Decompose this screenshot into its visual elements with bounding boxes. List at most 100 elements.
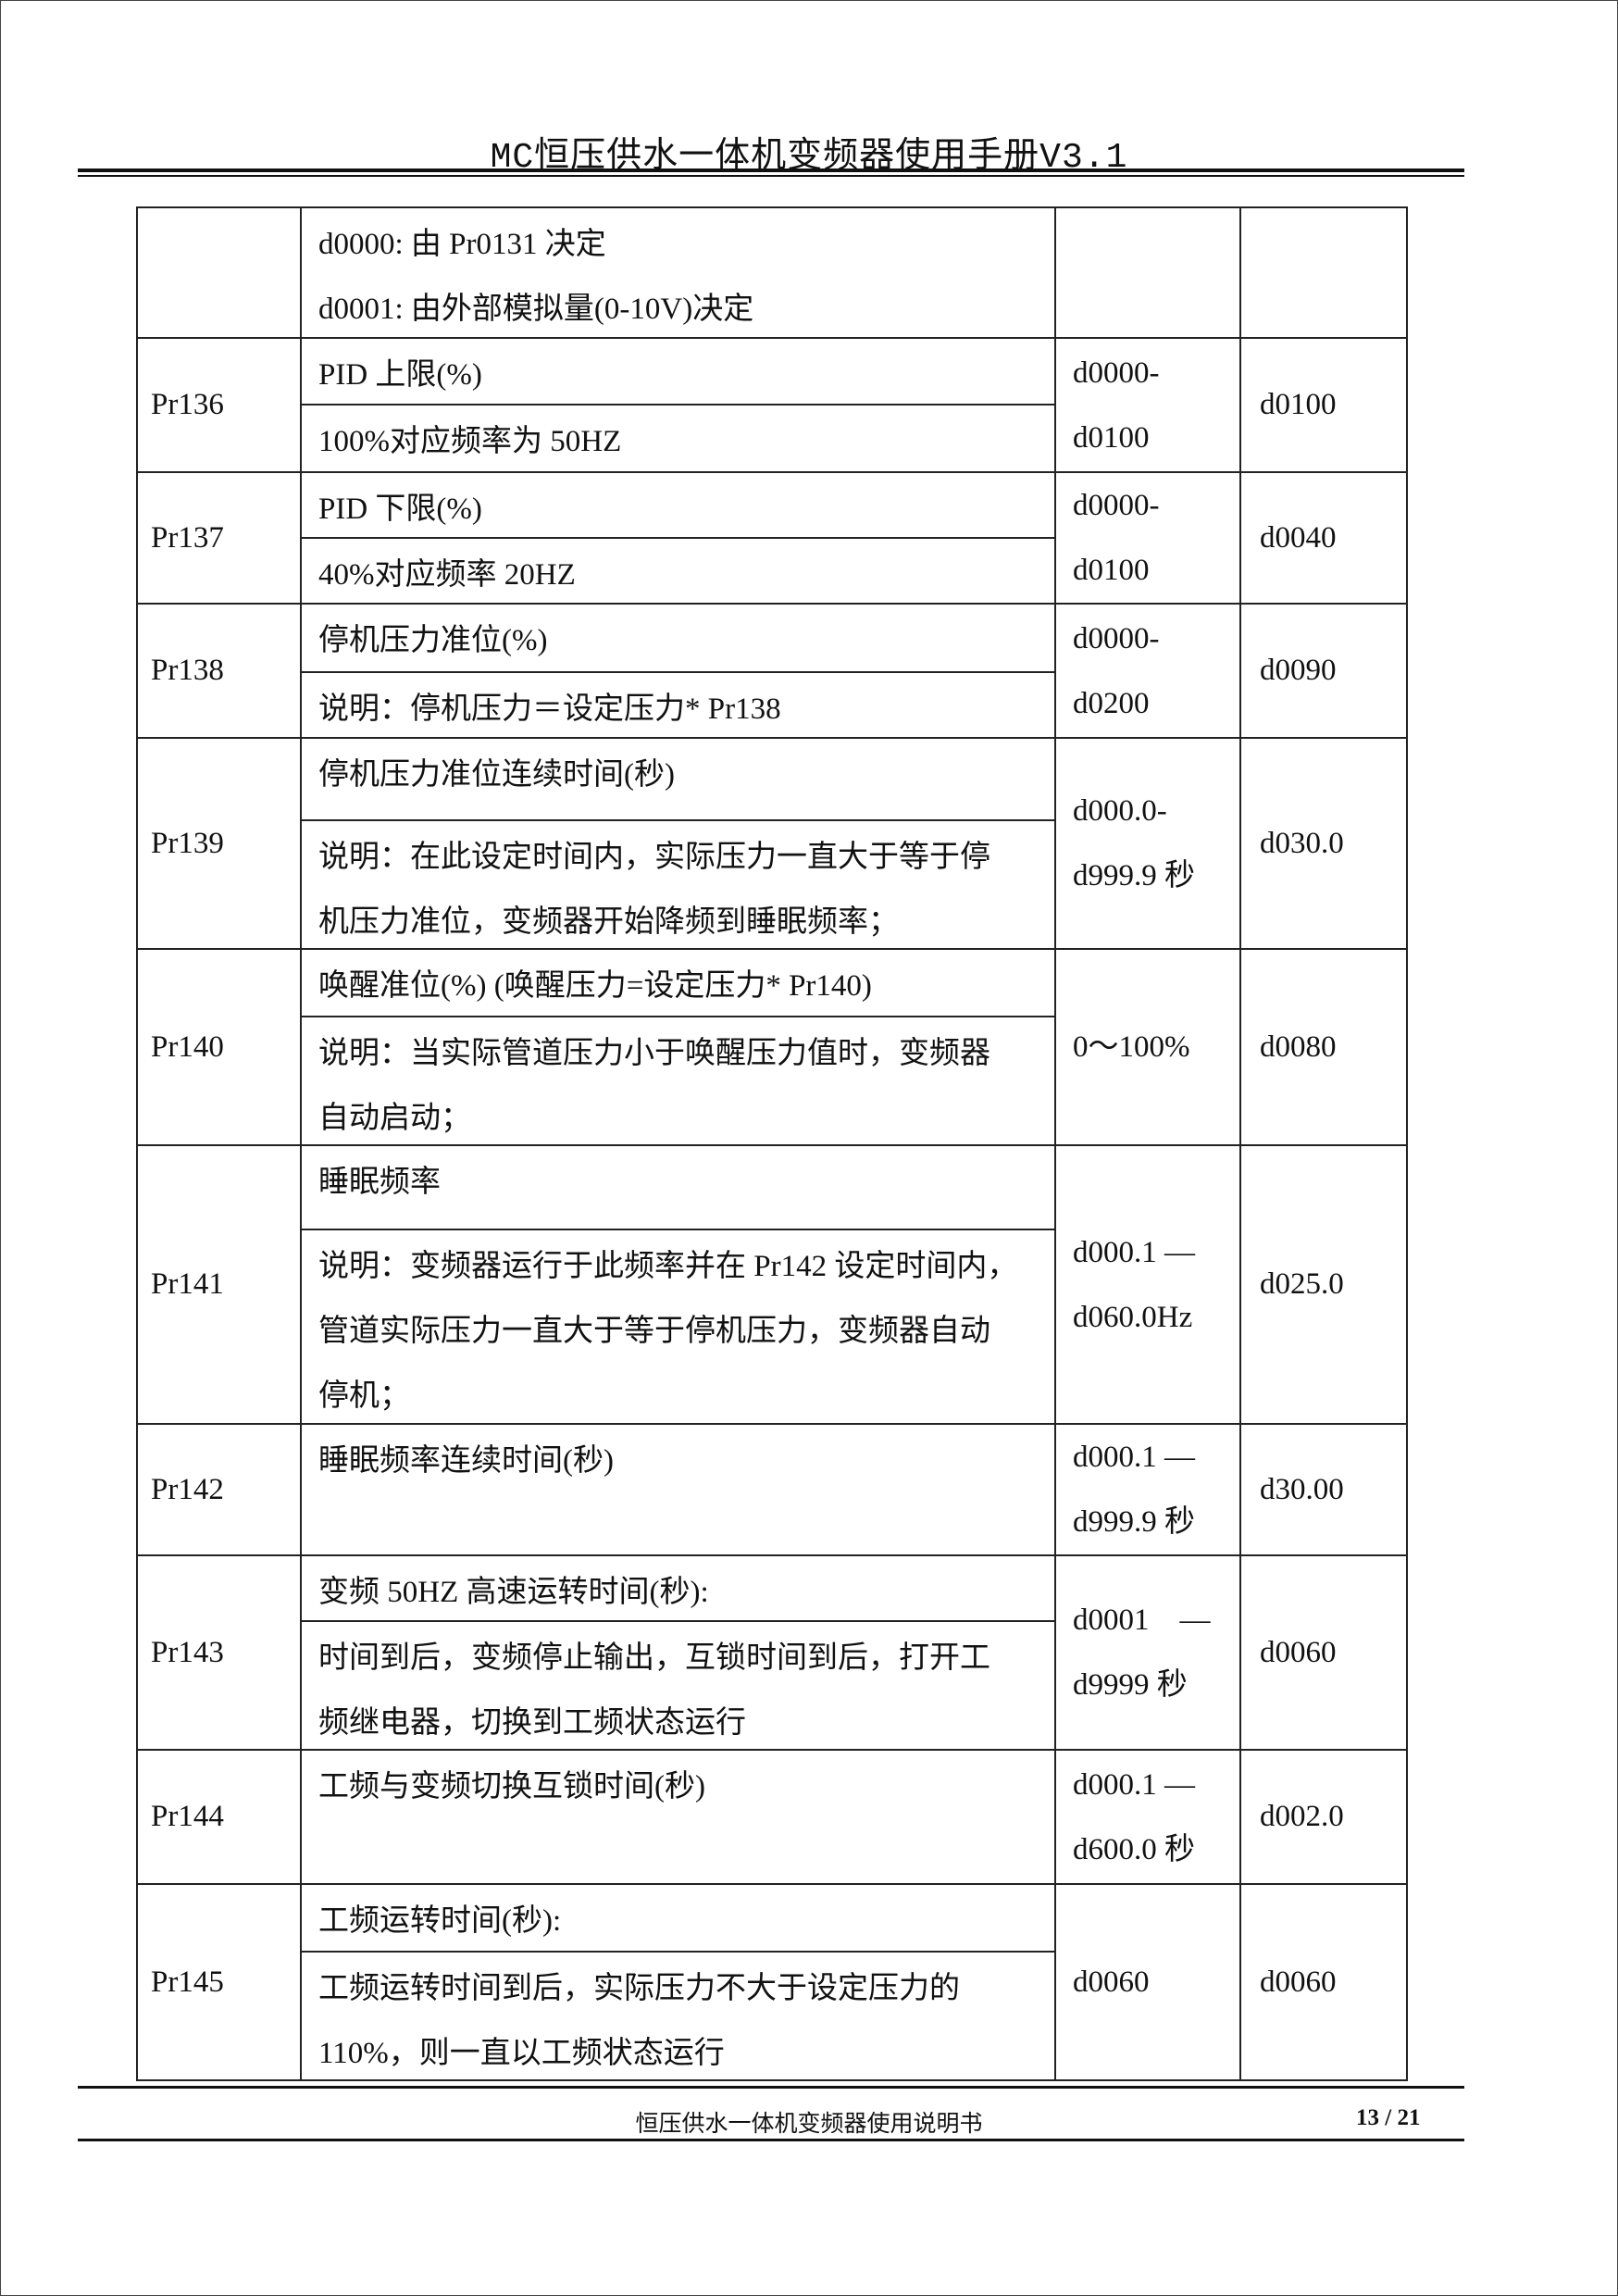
param-code: Pr144	[136, 1749, 302, 1885]
description-line: d0000: 由 Pr0131 决定	[318, 228, 606, 261]
param-range: d000.1 — d999.9 秒	[1054, 1423, 1241, 1556]
param-range: 0～100%	[1054, 948, 1241, 1146]
description-line: 工频与变频切换互锁时间(秒)	[318, 1770, 705, 1803]
param-description: 工频与变频切换互锁时间(秒)	[300, 1749, 1056, 1885]
footer-rule-bottom	[78, 2139, 1464, 2141]
param-description: 睡眠频率连续时间(秒)	[300, 1423, 1056, 1556]
description-line: d0001: 由外部模拟量(0-10V)决定	[318, 293, 754, 326]
description-section: 工频运转时间到后，实际压力不大于设定压力的 110%，则一直以工频状态运行	[302, 1951, 1054, 2079]
description-line: 停机压力准位连续时间(秒)	[318, 758, 675, 792]
range-line: d0000-	[1073, 489, 1160, 522]
description-line: 自动启动；	[318, 1102, 471, 1135]
param-default: d030.0	[1239, 737, 1408, 950]
table-row: Pr142 睡眠频率连续时间(秒) d000.1 — d999.9 秒 d30.00	[136, 1423, 1408, 1556]
footer-rule-top	[78, 2086, 1464, 2089]
table-row: Pr136 PID 上限(%) 100%对应频率为 50HZ d0000- d0100 d…	[136, 337, 1408, 473]
table-row: Pr141 睡眠频率说明：变频器运行于此频率并在 Pr142 设定时间内， 管道实际…	[136, 1144, 1408, 1425]
description-line: PID 下限(%)	[318, 493, 482, 526]
description-line: 变频 50HZ 高速运转时间(秒):	[318, 1576, 709, 1609]
description-section: 说明：变频器运行于此频率并在 Pr142 设定时间内， 管道实际压力一直大于等于停…	[302, 1229, 1054, 1423]
description-line: 100%对应频率为 50HZ	[318, 425, 622, 458]
range-line: 0～100%	[1073, 1030, 1190, 1064]
description-section: PID 下限(%)	[302, 473, 1054, 537]
description-line: 唤醒准位(%) (唤醒压力=设定压力* Pr140)	[318, 969, 872, 1003]
param-code: Pr137	[136, 471, 302, 605]
parameter-table: d0000: 由 Pr0131 决定 d0001: 由外部模拟量(0-10V)决定…	[136, 206, 1408, 2081]
range-line: d0060	[1073, 1965, 1150, 1999]
description-section: 停机压力准位连续时间(秒)	[302, 739, 1054, 819]
range-line: d9999 秒	[1073, 1668, 1188, 1702]
description-section: d0000: 由 Pr0131 决定 d0001: 由外部模拟量(0-10V)决定	[302, 208, 1054, 337]
description-section: 时间到后，变频停止输出，互锁时间到后，打开工 频继电器，切换到工频状态运行	[302, 1620, 1054, 1749]
param-code: Pr142	[136, 1423, 302, 1556]
description-line: 机压力准位，变频器开始降频到睡眠频率；	[318, 905, 899, 939]
param-code: Pr145	[136, 1883, 302, 2081]
range-line: d0100	[1073, 554, 1150, 587]
description-line: 停机压力准位(%)	[318, 624, 548, 657]
param-code: Pr136	[136, 337, 302, 473]
header-rule-thin	[78, 175, 1464, 177]
param-description: PID 上限(%) 100%对应频率为 50HZ	[300, 337, 1056, 473]
page-number: 13 / 21	[1356, 2105, 1421, 2130]
param-default: d0080	[1239, 948, 1408, 1146]
range-line: d000.1 —	[1073, 1235, 1195, 1269]
description-section: 说明：当实际管道压力小于唤醒压力值时，变频器 自动启动；	[302, 1016, 1054, 1144]
description-line: 睡眠频率连续时间(秒)	[318, 1444, 614, 1478]
param-default: d025.0	[1239, 1144, 1408, 1425]
table-row: Pr143 变频 50HZ 高速运转时间(秒): 时间到后，变频停止输出，互锁时间到…	[136, 1554, 1408, 1751]
description-section: 睡眠频率连续时间(秒)	[302, 1425, 1054, 1554]
param-description: PID 下限(%) 40%对应频率 20HZ	[300, 471, 1056, 605]
param-range	[1054, 206, 1241, 339]
param-range: d0000- d0100	[1054, 471, 1241, 605]
description-line: 说明：在此设定时间内，实际压力一直大于等于停	[318, 841, 990, 874]
range-line: d600.0 秒	[1073, 1832, 1195, 1866]
description-line: 40%对应频率 20HZ	[318, 558, 576, 592]
description-section: 说明：停机压力＝设定压力* Pr138	[302, 671, 1054, 737]
description-section: 工频运转时间(秒):	[302, 1885, 1054, 1951]
description-line: 工频运转时间(秒):	[318, 1904, 562, 1938]
description-section: 40%对应频率 20HZ	[302, 537, 1054, 603]
range-line: d060.0Hz	[1073, 1300, 1193, 1334]
param-code: Pr140	[136, 948, 302, 1146]
description-line: 说明：变频器运行于此频率并在 Pr142 设定时间内，	[318, 1250, 1018, 1283]
description-line: 频继电器，切换到工频状态运行	[318, 1706, 746, 1740]
description-section: 停机压力准位(%)	[302, 605, 1054, 671]
range-line: d000.1 —	[1073, 1441, 1195, 1474]
description-line: 说明：当实际管道压力小于唤醒压力值时，变频器	[318, 1037, 990, 1070]
footer-title: 恒压供水一体机变频器使用说明书	[635, 2112, 983, 2137]
param-description: 唤醒准位(%) (唤醒压力=设定压力* Pr140) 说明：当实际管道压力小于唤醒…	[300, 948, 1056, 1146]
range-line: d000.1 —	[1073, 1767, 1195, 1802]
param-code: Pr143	[136, 1554, 302, 1751]
description-line: 管道实际压力一直大于等于停机压力，变频器自动	[318, 1315, 990, 1348]
param-default: d0060	[1239, 1883, 1408, 2081]
range-line: d999.9 秒	[1073, 859, 1195, 892]
table-row: Pr140 唤醒准位(%) (唤醒压力=设定压力* Pr140) 说明：当实际管道压…	[136, 948, 1408, 1146]
param-default: d0040	[1239, 471, 1408, 605]
param-range: d000.1 — d600.0 秒	[1054, 1749, 1241, 1885]
param-default: d30.00	[1239, 1423, 1408, 1556]
param-description: 停机压力准位(%) 说明：停机压力＝设定压力* Pr138	[300, 603, 1056, 739]
description-section: 唤醒准位(%) (唤醒压力=设定压力* Pr140)	[302, 950, 1054, 1016]
description-section: 100%对应频率为 50HZ	[302, 404, 1054, 471]
param-code: Pr141	[136, 1144, 302, 1425]
table-row: Pr139 停机压力准位连续时间(秒) 说明：在此设定时间内，实际压力一直大于等于停…	[136, 737, 1408, 950]
description-line: 时间到后，变频停止输出，互锁时间到后，打开工	[318, 1641, 990, 1675]
param-range: d0060	[1054, 1883, 1241, 2081]
table-row: Pr137 PID 下限(%) 40%对应频率 20HZ d0000- d0100 d00…	[136, 471, 1408, 605]
range-line: d0000-	[1073, 356, 1160, 390]
range-line: d999.9 秒	[1073, 1505, 1195, 1539]
param-description: 睡眠频率说明：变频器运行于此频率并在 Pr142 设定时间内， 管道实际压力一直大…	[300, 1144, 1056, 1425]
description-line: 停机；	[318, 1379, 410, 1413]
param-code: Pr139	[136, 737, 302, 950]
param-description: 停机压力准位连续时间(秒) 说明：在此设定时间内，实际压力一直大于等于停 机压力准位…	[300, 737, 1056, 950]
description-section: 说明：在此设定时间内，实际压力一直大于等于停 机压力准位，变频器开始降频到睡眠频率…	[302, 819, 1054, 948]
range-line: d0200	[1073, 686, 1150, 720]
param-range: d0001 — d9999 秒	[1054, 1554, 1241, 1751]
description-line: 睡眠频率	[318, 1166, 441, 1199]
table-row: Pr145 工频运转时间(秒): 工频运转时间到后，实际压力不大于设定压力的 110%…	[136, 1883, 1408, 2081]
param-default: d0090	[1239, 603, 1408, 739]
description-section: 睡眠频率	[302, 1146, 1054, 1229]
param-default	[1239, 206, 1408, 339]
description-line: 工频运转时间到后，实际压力不大于设定压力的	[318, 1972, 960, 2005]
description-line: PID 上限(%)	[318, 358, 482, 392]
